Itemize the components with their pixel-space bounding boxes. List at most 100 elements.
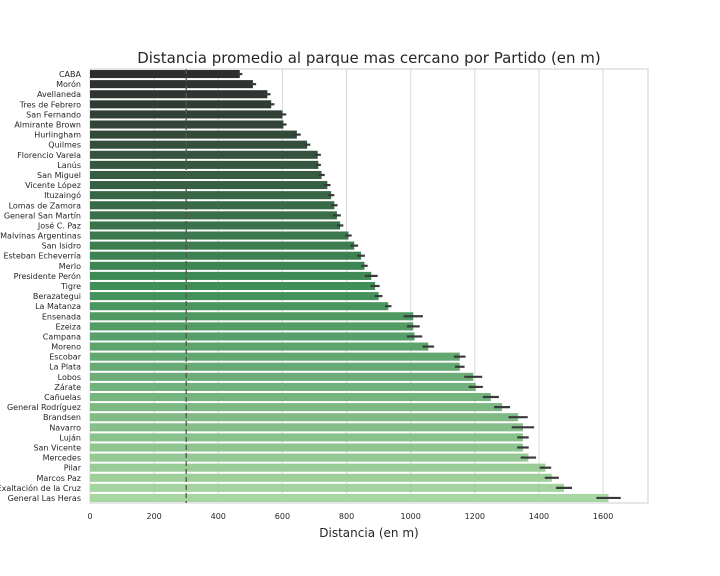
bar bbox=[90, 150, 318, 159]
category-label: Hurlingham bbox=[34, 131, 81, 140]
category-label: José C. Paz bbox=[37, 220, 81, 230]
x-tick-label: 1400 bbox=[529, 512, 549, 521]
bar bbox=[90, 191, 332, 200]
category-label: Merlo bbox=[59, 262, 81, 271]
category-label: Lomas de Zamora bbox=[9, 201, 82, 210]
category-label: La Plata bbox=[49, 363, 81, 372]
bar bbox=[90, 443, 523, 452]
x-tick-label: 800 bbox=[339, 512, 354, 521]
bar bbox=[90, 352, 460, 361]
bar bbox=[90, 322, 414, 331]
bar bbox=[90, 160, 319, 169]
bar bbox=[90, 332, 415, 341]
category-label: San Fernando bbox=[26, 110, 81, 119]
category-label: Exaltación de la Cruz bbox=[0, 483, 81, 493]
category-label: Moreno bbox=[51, 343, 81, 352]
category-label: Ensenada bbox=[42, 312, 81, 321]
bar bbox=[90, 170, 322, 180]
x-axis-label: Distancia (en m) bbox=[319, 526, 418, 540]
bar bbox=[90, 463, 546, 472]
category-label: San Isidro bbox=[42, 242, 82, 251]
bar bbox=[90, 382, 476, 391]
category-label: Ituzaingó bbox=[44, 190, 81, 200]
bar bbox=[90, 251, 361, 260]
bar bbox=[90, 261, 365, 270]
bar bbox=[90, 433, 523, 442]
bar bbox=[90, 271, 372, 280]
category-label: Escobar bbox=[49, 353, 81, 362]
category-label: General Las Heras bbox=[8, 494, 81, 503]
bar bbox=[90, 342, 429, 351]
bar bbox=[90, 140, 308, 149]
bar bbox=[90, 453, 529, 462]
category-label: Mercedes bbox=[43, 454, 81, 463]
bar bbox=[90, 181, 328, 190]
bar bbox=[90, 221, 341, 230]
x-tick-label: 600 bbox=[275, 512, 290, 521]
category-label: Lanús bbox=[57, 161, 81, 170]
category-label: Quilmes bbox=[48, 141, 81, 150]
category-label: General Rodríguez bbox=[7, 403, 81, 412]
category-label: Esteban Echeverría bbox=[3, 252, 81, 261]
bar bbox=[90, 423, 523, 432]
bar bbox=[90, 281, 376, 291]
category-label: CABA bbox=[59, 70, 82, 79]
category-label: Morón bbox=[56, 79, 81, 89]
bar bbox=[90, 413, 519, 422]
bar bbox=[90, 302, 389, 311]
category-label: Tigre bbox=[60, 282, 81, 291]
x-tick-label: 1200 bbox=[465, 512, 485, 521]
bar bbox=[90, 473, 552, 482]
category-label: Zárate bbox=[54, 383, 81, 392]
category-label: Berazategui bbox=[33, 292, 81, 301]
bar bbox=[90, 241, 355, 250]
category-label: Malvinas Argentinas bbox=[0, 232, 81, 241]
x-tick-label: 1000 bbox=[401, 512, 421, 521]
x-tick-labels: 0 200 400 600 800 1000 1200 1400 1600 bbox=[87, 512, 613, 521]
bar bbox=[90, 231, 349, 240]
bar bbox=[90, 362, 460, 371]
bar bbox=[90, 392, 491, 402]
bar bbox=[90, 110, 283, 119]
x-tick-label: 400 bbox=[211, 512, 226, 521]
category-label: Ezeiza bbox=[56, 322, 82, 331]
category-label: San Vicente bbox=[33, 443, 81, 452]
category-label: Tres de Febrero bbox=[19, 100, 81, 109]
chart-title: Distancia promedio al parque mas cercano… bbox=[137, 49, 601, 67]
bar bbox=[90, 292, 379, 301]
bar bbox=[90, 130, 297, 139]
bar bbox=[90, 201, 335, 210]
bar bbox=[90, 483, 564, 492]
category-label: Vicente López bbox=[25, 180, 81, 190]
category-label: La Matanza bbox=[35, 302, 81, 311]
x-tick-label: 200 bbox=[146, 512, 161, 521]
bar bbox=[90, 312, 414, 321]
bars-group bbox=[90, 70, 609, 502]
bar bbox=[90, 493, 609, 502]
category-label: Lobos bbox=[58, 373, 81, 382]
bar bbox=[90, 70, 240, 79]
category-label: Presidente Perón bbox=[14, 271, 81, 281]
category-label: Brandsen bbox=[43, 413, 81, 422]
bar bbox=[90, 120, 284, 129]
category-label: Marcos Paz bbox=[37, 474, 82, 483]
x-tick-label: 1600 bbox=[593, 512, 613, 521]
category-label: Pilar bbox=[64, 464, 82, 473]
category-label: Campana bbox=[43, 332, 81, 341]
bar bbox=[90, 403, 503, 412]
error-bars-group bbox=[237, 72, 621, 500]
category-label: Florencio Varela bbox=[17, 151, 81, 160]
bar bbox=[90, 372, 474, 381]
category-label: Avellaneda bbox=[37, 90, 81, 99]
bar bbox=[90, 90, 268, 99]
bar bbox=[90, 80, 253, 89]
category-label: Cañuelas bbox=[44, 393, 81, 402]
category-label: Luján bbox=[59, 433, 81, 442]
bar bbox=[90, 100, 272, 109]
x-tick-label: 0 bbox=[87, 512, 92, 521]
category-label: Almirante Brown bbox=[14, 121, 81, 130]
bar bbox=[90, 211, 337, 220]
category-label: Navarro bbox=[49, 423, 81, 432]
